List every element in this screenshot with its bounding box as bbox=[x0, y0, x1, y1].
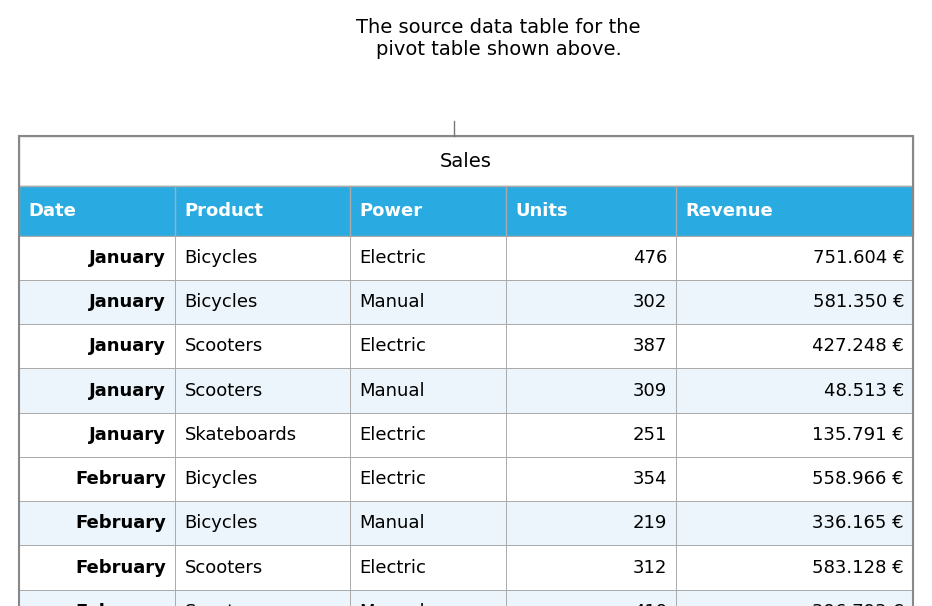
Text: 427.248 €: 427.248 € bbox=[812, 338, 904, 355]
Text: Bicycles: Bicycles bbox=[185, 514, 258, 532]
Text: 354: 354 bbox=[633, 470, 667, 488]
Text: Skateboards: Skateboards bbox=[185, 426, 296, 444]
Text: 135.791 €: 135.791 € bbox=[813, 426, 904, 444]
Text: Scooters: Scooters bbox=[185, 382, 263, 399]
Text: 336.165 €: 336.165 € bbox=[813, 514, 904, 532]
Text: Sales: Sales bbox=[440, 152, 492, 171]
Text: January: January bbox=[89, 426, 166, 444]
Text: Manual: Manual bbox=[359, 514, 425, 532]
Text: Bicycles: Bicycles bbox=[185, 293, 258, 311]
Text: January: January bbox=[89, 338, 166, 355]
Text: 751.604 €: 751.604 € bbox=[813, 249, 904, 267]
Text: Manual: Manual bbox=[359, 293, 425, 311]
Text: 309: 309 bbox=[633, 382, 667, 399]
Text: 558.966 €: 558.966 € bbox=[813, 470, 904, 488]
Text: Manual: Manual bbox=[359, 382, 425, 399]
Text: Product: Product bbox=[185, 202, 264, 220]
Text: 251: 251 bbox=[633, 426, 667, 444]
Text: Date: Date bbox=[28, 202, 75, 220]
Text: Electric: Electric bbox=[359, 559, 426, 576]
Text: January: January bbox=[89, 382, 166, 399]
Text: Scooters: Scooters bbox=[185, 603, 263, 606]
Text: January: January bbox=[89, 293, 166, 311]
Text: The source data table for the
pivot table shown above.: The source data table for the pivot tabl… bbox=[356, 18, 641, 59]
Text: Manual: Manual bbox=[359, 603, 425, 606]
Text: Units: Units bbox=[515, 202, 569, 220]
Text: 583.128 €: 583.128 € bbox=[813, 559, 904, 576]
Text: Revenue: Revenue bbox=[686, 202, 774, 220]
Text: 219: 219 bbox=[633, 514, 667, 532]
Text: Bicycles: Bicycles bbox=[185, 470, 258, 488]
Text: February: February bbox=[75, 603, 166, 606]
Text: 48.513 €: 48.513 € bbox=[824, 382, 904, 399]
Text: 419: 419 bbox=[633, 603, 667, 606]
Text: Electric: Electric bbox=[359, 426, 426, 444]
Text: 302: 302 bbox=[633, 293, 667, 311]
Text: February: February bbox=[75, 470, 166, 488]
Text: Bicycles: Bicycles bbox=[185, 249, 258, 267]
Text: Power: Power bbox=[359, 202, 422, 220]
Text: 476: 476 bbox=[633, 249, 667, 267]
Text: 581.350 €: 581.350 € bbox=[813, 293, 904, 311]
Text: 312: 312 bbox=[633, 559, 667, 576]
Text: Electric: Electric bbox=[359, 249, 426, 267]
Text: February: February bbox=[75, 559, 166, 576]
Text: 387: 387 bbox=[633, 338, 667, 355]
Text: January: January bbox=[89, 249, 166, 267]
Text: Scooters: Scooters bbox=[185, 338, 263, 355]
Text: Electric: Electric bbox=[359, 338, 426, 355]
Text: February: February bbox=[75, 514, 166, 532]
Text: 396.793 €: 396.793 € bbox=[812, 603, 904, 606]
Text: Electric: Electric bbox=[359, 470, 426, 488]
Text: Scooters: Scooters bbox=[185, 559, 263, 576]
